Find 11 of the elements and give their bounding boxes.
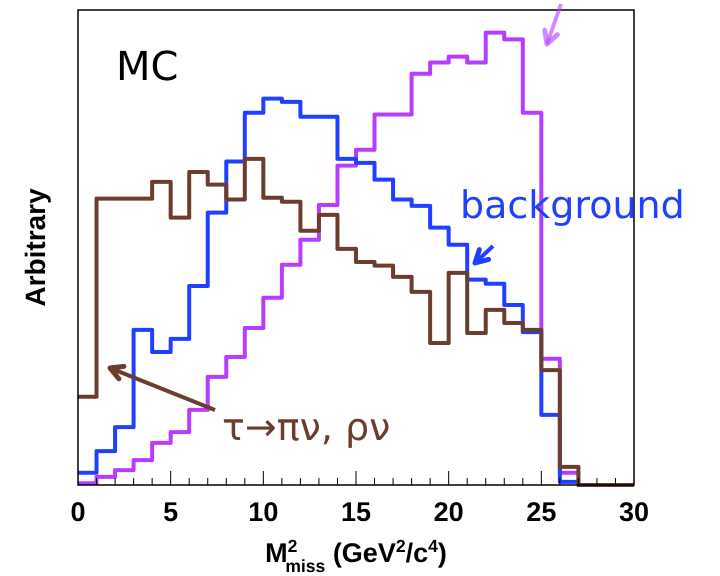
x-axis-title: M$^{2}$$_{miss}$ (GeV$^{2}$/c$^{4}$): [265, 536, 447, 576]
y-axis-title: Arbitrary: [20, 188, 51, 307]
x-tick-label: 30: [618, 497, 650, 527]
x-tick-label: 20: [434, 497, 464, 527]
series-label: τ→πν, ρν: [222, 405, 390, 449]
annotation: MC: [116, 44, 178, 90]
x-tick-label: 15: [340, 497, 372, 527]
x-tick-label: 0: [70, 497, 86, 527]
x-tick-label: 25: [526, 497, 556, 527]
x-tick-label: 5: [163, 497, 178, 527]
x-tick-label: 10: [248, 497, 278, 527]
